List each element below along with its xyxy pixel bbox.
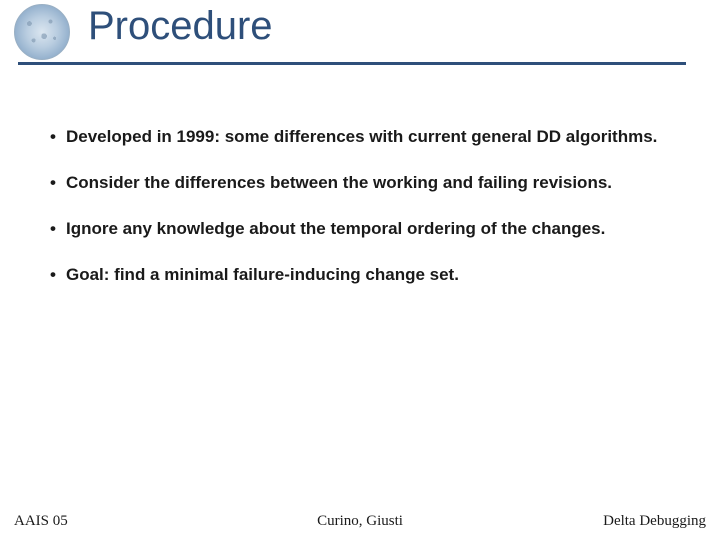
slide: Procedure Developed in 1999: some differ… [0, 0, 720, 540]
bullet-item: Developed in 1999: some differences with… [50, 126, 670, 148]
bullet-item: Ignore any knowledge about the temporal … [50, 218, 670, 240]
slide-title: Procedure [88, 4, 273, 49]
title-divider [18, 62, 686, 65]
footer-right: Delta Debugging [603, 513, 706, 530]
bullet-item: Goal: find a minimal failure-inducing ch… [50, 264, 670, 286]
bullet-item: Consider the differences between the wor… [50, 172, 670, 194]
bullet-list: Developed in 1999: some differences with… [50, 126, 670, 286]
university-seal-logo [14, 4, 70, 60]
slide-footer: AAIS 05 Curino, Giusti Delta Debugging [0, 506, 720, 530]
